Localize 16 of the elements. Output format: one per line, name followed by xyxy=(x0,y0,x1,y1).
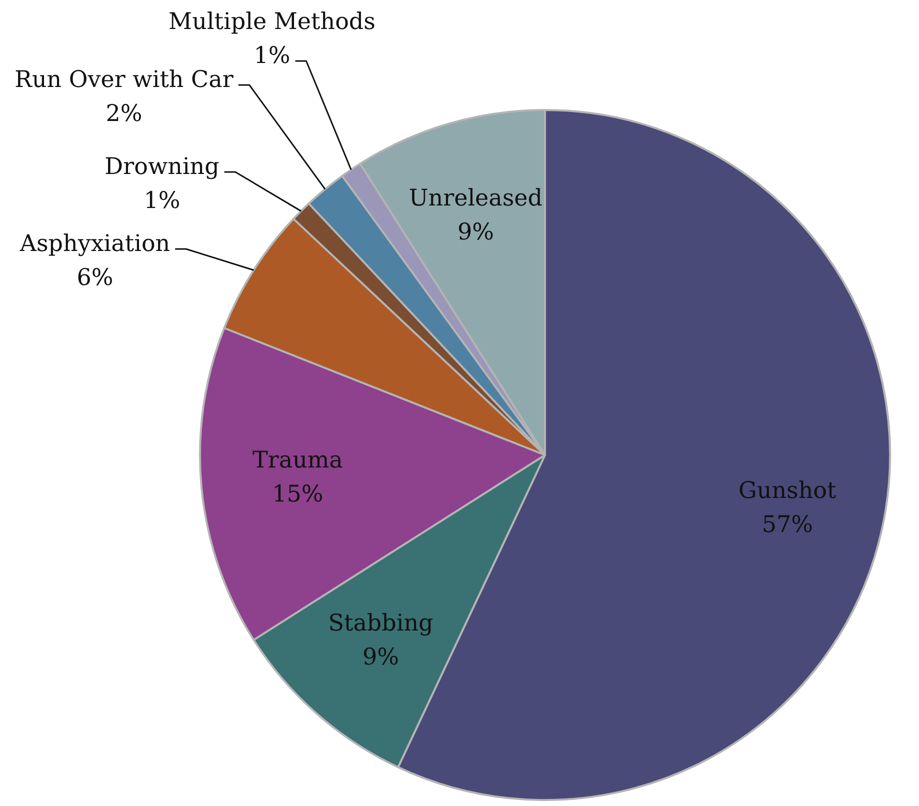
slice-label: Multiple Methods xyxy=(168,8,376,35)
data-label: 9% xyxy=(457,219,494,246)
slice-label: Unreleased xyxy=(408,185,543,212)
data-label: 2% xyxy=(106,100,142,127)
slice-label: Gunshot xyxy=(738,478,838,504)
data-label: 1% xyxy=(144,188,180,214)
slice-label: Trauma xyxy=(252,447,344,474)
data-label: 9% xyxy=(362,644,399,670)
slice-label: Drowning xyxy=(104,154,220,180)
slice-label: Run Over with Car xyxy=(14,66,234,93)
data-label: 6% xyxy=(76,264,114,291)
data-label: 57% xyxy=(762,512,813,538)
data-label: 15% xyxy=(272,481,324,508)
slice-label: Asphyxiation xyxy=(18,230,170,257)
slice-label: Stabbing xyxy=(328,610,434,636)
data-label: 1% xyxy=(254,42,290,69)
